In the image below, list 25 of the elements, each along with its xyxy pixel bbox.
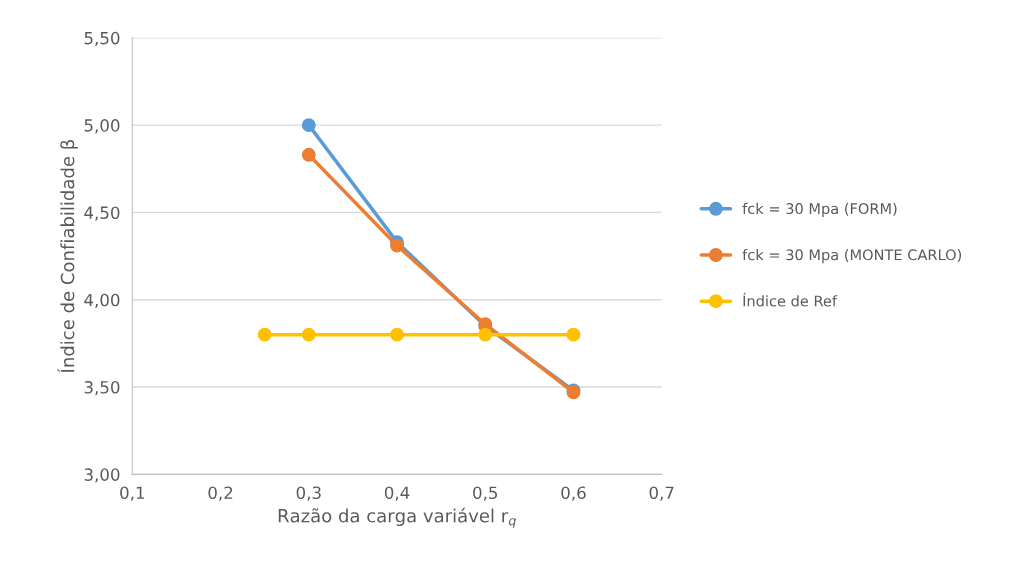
x-tick-label: 0,7 (649, 486, 674, 501)
legend-label: Índice de Ref (743, 292, 838, 307)
y-tick-label: 3,00 (84, 468, 120, 483)
x-tick-label: 0,4 (384, 486, 410, 501)
point (301, 147, 316, 162)
x-axis-title: Razão da carga variável r$_{q}$ (278, 507, 516, 528)
y-tick-label: 5,00 (84, 119, 120, 134)
y-tick-label: 5,50 (84, 31, 120, 47)
y-tick-label: 4,50 (84, 206, 120, 221)
point (566, 327, 581, 342)
legend-label: fck = 30 Mpa (MONTE CARLO) (742, 249, 962, 264)
y-tick-label: 3,50 (84, 380, 120, 396)
point (301, 327, 316, 342)
y-axis-title: Índice de Confiabilidade β (57, 140, 78, 373)
x-tick-label: 0,5 (473, 486, 498, 501)
x-tick-label: 0,1 (120, 486, 145, 501)
x-tick-label: 0,6 (561, 486, 586, 501)
point (478, 327, 493, 342)
point (390, 327, 404, 342)
point (257, 327, 272, 342)
x-tick-label: 0,2 (208, 486, 233, 501)
y-tick-label: 4,00 (84, 293, 120, 308)
point (301, 118, 316, 133)
legend-label: fck = 30 Mpa (FORM) (742, 202, 897, 217)
x-tick-label: 0,3 (296, 486, 321, 501)
